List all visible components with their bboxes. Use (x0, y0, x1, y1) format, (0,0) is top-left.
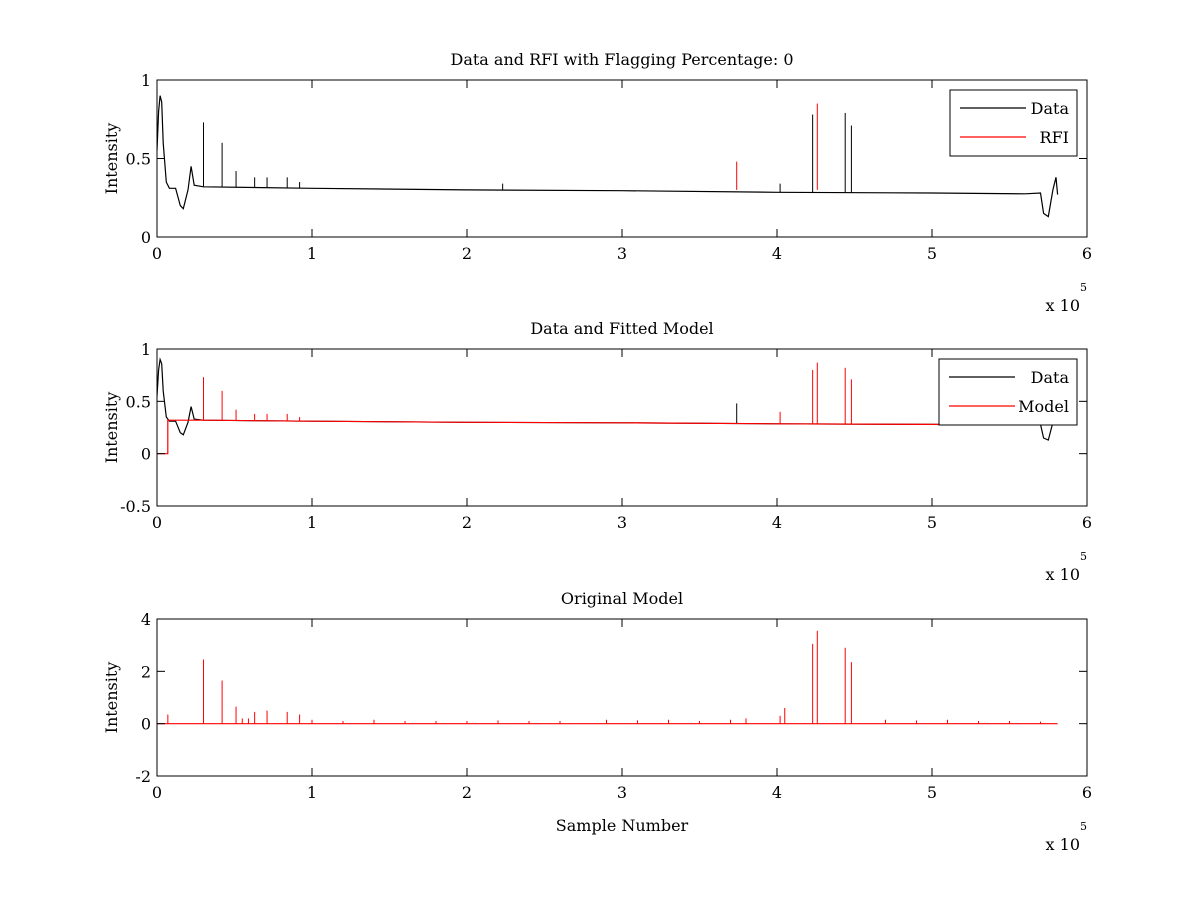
y-tick-label: 1 (141, 340, 151, 359)
y-tick-label: 0 (141, 445, 151, 464)
plot-area (157, 349, 1087, 506)
y-tick-label: 0 (141, 228, 151, 247)
legend-box (949, 89, 1078, 157)
series-layer (157, 630, 1058, 725)
series-layer (157, 95, 1059, 218)
x-exponent-power: 5 (1080, 281, 1087, 294)
x-tick-label: 3 (617, 783, 627, 802)
x-tick-label: 1 (307, 513, 317, 532)
x-tick-label: 6 (1082, 783, 1092, 802)
x-tick-label: 6 (1082, 513, 1092, 532)
series-layer (157, 357, 1059, 455)
x-axis-label: Sample Number (556, 816, 689, 835)
y-tick-label: 4 (141, 610, 151, 629)
x-tick-label: 4 (772, 513, 782, 532)
x-tick-label: 4 (772, 783, 782, 802)
legend-label-model: Model (1018, 397, 1069, 416)
x-tick-label: 1 (307, 783, 317, 802)
legend-label-data: Data (1031, 368, 1070, 387)
x-tick-label: 0 (152, 513, 162, 532)
x-exponent-power: 5 (1080, 820, 1087, 833)
y-axis-label: Intensity (102, 123, 121, 195)
x-tick-label: 3 (617, 244, 627, 263)
x-tick-label: 2 (462, 244, 472, 263)
legend-label-rfi: RFI (1040, 128, 1069, 147)
x-tick-label: 0 (152, 783, 162, 802)
legend: Data RFI (949, 89, 1078, 157)
y-tick-label: 0.5 (126, 150, 151, 169)
y-tick-label: 0.5 (126, 392, 151, 411)
legend-box (938, 358, 1078, 426)
y-axis-label: Intensity (102, 662, 121, 734)
y-tick-label: -0.5 (120, 497, 151, 516)
x-tick-label: 1 (307, 244, 317, 263)
x-tick-label: 3 (617, 513, 627, 532)
y-axis-label: Intensity (102, 392, 121, 464)
x-exponent-power: 5 (1080, 550, 1087, 563)
chart-panel-1: 0 1 2 3 4 5 6 0 0.5 1 Data and RFI with Flagging P… (102, 50, 1092, 315)
x-tick-label: 4 (772, 244, 782, 263)
y-tick-label: 0 (141, 715, 151, 734)
y-tick-label: 1 (141, 71, 151, 90)
chart-title: Data and Fitted Model (530, 319, 713, 338)
x-tick-label: 5 (927, 783, 937, 802)
x-tick-label: 2 (462, 513, 472, 532)
x-tick-label: 2 (462, 783, 472, 802)
model-line (157, 419, 1058, 455)
plot-area (157, 619, 1087, 776)
x-tick-label: 5 (927, 513, 937, 532)
x-tick-label: 0 (152, 244, 162, 263)
x-exponent-base: x 10 (1046, 296, 1080, 315)
y-tick-label: -2 (135, 767, 151, 786)
data-line (157, 95, 1059, 218)
chart-title: Original Model (561, 589, 683, 608)
chart-title: Data and RFI with Flagging Percentage: 0 (450, 50, 793, 69)
x-exponent-base: x 10 (1046, 835, 1080, 854)
x-exponent-base: x 10 (1046, 565, 1080, 584)
legend-label-data: Data (1031, 99, 1070, 118)
y-tick-label: 2 (141, 662, 151, 681)
x-tick-label: 6 (1082, 244, 1092, 263)
plot-area (157, 80, 1087, 237)
legend: Data Model (938, 358, 1078, 426)
x-tick-label: 5 (927, 244, 937, 263)
